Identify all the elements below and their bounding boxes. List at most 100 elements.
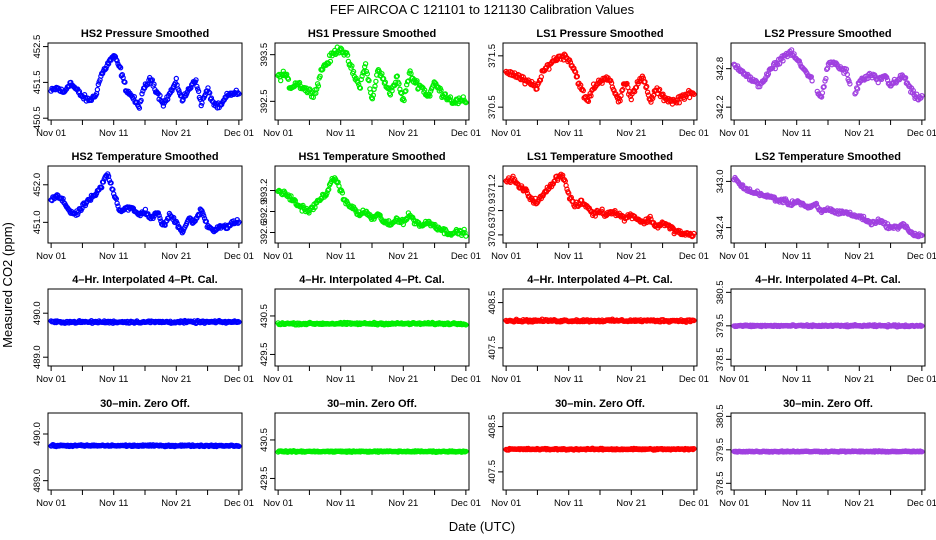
x-tick-label: Nov 11 [782,251,811,262]
data-point [236,91,242,97]
y-tick-label: 342.2 [715,95,726,119]
panel-grid: HS2 Pressure Smoothed Nov 01 Nov 11 Nov 21 D… [32,28,936,509]
data-point [296,79,303,86]
y-tick-label: 379.5 [715,314,726,338]
data-point [691,317,697,324]
data-point [155,210,161,216]
data-point [82,202,89,209]
data-point [131,93,137,100]
data-point [114,200,120,206]
data-point [691,446,697,452]
data-point [280,68,286,75]
panel-title: LS1 Pressure Smoothed [536,28,663,40]
data-point [285,76,292,82]
panel-title: 4–Hr. Interpolated 4–Pt. Cal. [299,274,445,286]
data-point [691,230,697,237]
data-point [642,79,648,85]
data-point [397,86,403,92]
data-point [338,45,344,51]
data-point [188,85,194,91]
data-point [306,210,312,216]
data-point [538,74,545,80]
data-point [592,213,599,219]
data-point [377,212,383,218]
data-point [843,66,850,72]
data-point [574,73,581,80]
data-point [278,77,284,84]
panel-title: 4–Hr. Interpolated 4–Pt. Cal. [527,274,673,286]
data-point [691,91,697,98]
data-point [788,47,795,53]
y-tick-label: 380.5 [715,404,726,428]
data-point [157,92,163,99]
data-point [620,86,626,93]
x-tick-label: Dec 01 [679,374,709,385]
data-point [403,88,409,94]
data-points [503,445,697,453]
data-point [524,187,530,194]
panel-title: HS1 Pressure Smoothed [308,28,436,40]
data-point [617,97,623,104]
x-tick-label: Dec 01 [451,251,481,262]
x-tick-label: Nov 11 [782,374,811,385]
x-tick-label: Nov 01 [719,374,749,385]
data-point [358,76,364,83]
x-tick-label: Nov 01 [719,128,749,139]
data-point [99,70,106,77]
data-point [674,100,680,106]
data-point [407,68,413,74]
y-tick-label: 430.5 [259,428,270,452]
data-point [656,87,662,94]
y-tick-label: 378.5 [715,471,726,495]
figure-title: FEF AIRCOA C 121101 to 121130 Calibratio… [330,2,635,17]
data-points [503,51,697,107]
panel: LS2 Pressure Smoothed Nov 01 Nov 11 Nov 21 D… [715,28,936,139]
x-tick-label: Nov 01 [36,374,66,385]
y-tick-label: 371.2 [487,174,498,198]
x-tick-label: Nov 21 [388,374,418,385]
data-point [156,212,162,219]
x-tick-label: Nov 01 [36,498,66,509]
data-point [438,87,444,93]
x-tick-label: Nov 11 [554,374,583,385]
x-tick-label: Nov 21 [844,374,874,385]
data-point [357,85,364,91]
data-points [275,319,469,328]
data-point [139,91,145,97]
data-point [160,103,167,109]
data-point [206,90,213,96]
panel: 4–Hr. Interpolated 4–Pt. Cal. Nov 01 Nov 1… [715,274,936,385]
x-tick-label: Nov 01 [491,498,521,509]
data-point [408,70,414,77]
data-point [628,96,635,103]
data-point [580,87,587,94]
data-point [117,64,124,71]
data-points [731,174,925,240]
data-point [844,71,851,78]
data-point [462,230,468,236]
data-point [396,81,402,87]
data-point [618,92,624,99]
data-point [780,58,786,64]
data-point [401,97,407,104]
y-tick-label: 379.5 [715,438,726,462]
data-point [373,78,379,85]
panel: HS2 Pressure Smoothed Nov 01 Nov 11 Nov 21 D… [32,28,254,139]
y-tick-label: 392.9 [259,200,270,224]
data-points [275,448,469,455]
x-tick-label: Nov 11 [326,128,355,139]
data-point [142,206,149,213]
y-tick-label: 370.5 [487,95,498,119]
data-point [846,78,852,84]
data-point [103,65,109,72]
data-point [919,232,925,239]
x-tick-label: Dec 01 [907,498,936,509]
x-tick-label: Nov 11 [782,128,811,139]
data-point [94,86,101,93]
data-point [884,74,890,81]
data-point [315,83,322,89]
x-tick-label: Nov 21 [844,128,874,139]
data-point [349,63,355,69]
data-point [821,83,827,90]
